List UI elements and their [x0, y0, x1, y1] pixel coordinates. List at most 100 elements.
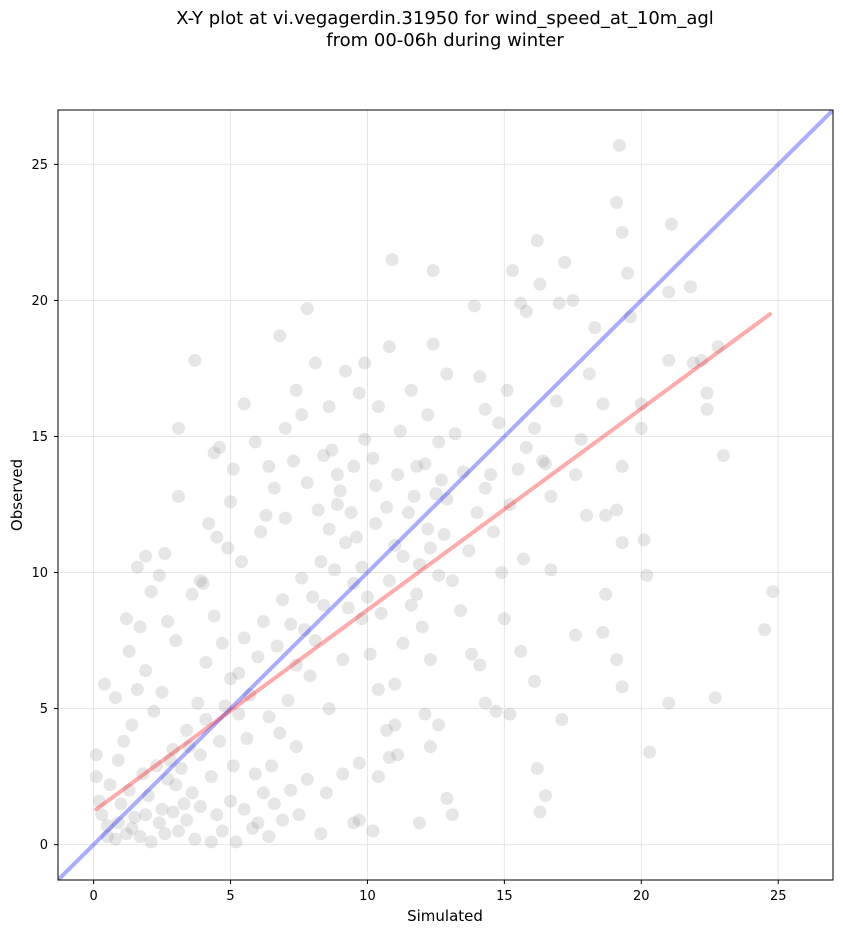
- data-point: [336, 653, 350, 667]
- data-point: [188, 832, 202, 846]
- data-point: [224, 495, 238, 509]
- data-point: [248, 767, 262, 781]
- identity-line: [58, 110, 833, 880]
- data-point: [284, 617, 298, 631]
- data-point: [470, 506, 484, 520]
- data-point: [549, 394, 563, 408]
- data-point: [716, 449, 730, 463]
- data-point: [544, 563, 558, 577]
- data-point: [569, 628, 583, 642]
- data-point: [273, 726, 287, 740]
- data-point: [226, 462, 240, 476]
- data-point: [265, 759, 279, 773]
- data-point: [500, 383, 514, 397]
- data-point: [300, 476, 314, 490]
- data-point: [467, 299, 481, 313]
- data-point: [610, 653, 624, 667]
- data-point: [158, 827, 172, 841]
- data-point: [215, 636, 229, 650]
- data-point: [89, 770, 103, 784]
- data-point: [478, 696, 492, 710]
- data-point: [396, 549, 410, 563]
- data-point: [360, 590, 374, 604]
- data-point: [314, 827, 328, 841]
- data-point: [182, 740, 196, 754]
- data-point: [119, 827, 133, 841]
- y-tick-label: 5: [40, 702, 48, 717]
- data-point: [366, 824, 380, 838]
- data-point: [232, 707, 246, 721]
- data-point: [295, 571, 309, 585]
- data-point: [437, 527, 451, 541]
- data-point: [317, 598, 331, 612]
- data-point: [503, 498, 517, 512]
- data-point: [599, 587, 613, 601]
- data-point: [147, 704, 161, 718]
- data-point: [366, 451, 380, 465]
- data-point: [289, 740, 303, 754]
- data-point: [111, 816, 125, 830]
- data-point: [358, 432, 372, 446]
- data-point: [297, 623, 311, 637]
- data-point: [155, 685, 169, 699]
- data-point: [111, 753, 125, 767]
- data-point: [98, 677, 112, 691]
- data-point: [519, 304, 533, 318]
- data-point: [536, 454, 550, 468]
- data-point: [369, 478, 383, 492]
- data-point: [347, 576, 361, 590]
- data-point: [497, 612, 511, 626]
- data-point: [180, 723, 194, 737]
- data-point: [136, 767, 150, 781]
- data-point: [388, 718, 402, 732]
- data-point: [615, 536, 629, 550]
- data-point: [196, 576, 210, 590]
- data-point: [621, 266, 635, 280]
- data-point: [237, 397, 251, 411]
- data-point: [347, 459, 361, 473]
- y-tick-label: 15: [31, 430, 48, 445]
- data-point: [415, 620, 429, 634]
- data-point: [204, 770, 218, 784]
- data-point: [352, 813, 366, 827]
- data-point: [615, 225, 629, 239]
- data-point: [226, 759, 240, 773]
- data-point: [133, 829, 147, 843]
- data-point: [144, 835, 158, 849]
- y-tick-label: 20: [31, 294, 48, 309]
- data-point: [615, 459, 629, 473]
- x-tick-label: 20: [633, 889, 650, 904]
- data-point: [662, 696, 676, 710]
- data-point: [402, 506, 416, 520]
- data-point: [199, 655, 213, 669]
- data-point: [371, 770, 385, 784]
- data-point: [612, 138, 626, 152]
- data-point: [152, 568, 166, 582]
- data-point: [530, 234, 544, 248]
- data-point: [643, 745, 657, 759]
- data-point: [473, 370, 487, 384]
- data-point: [637, 533, 651, 547]
- data-point: [634, 421, 648, 435]
- x-tick-label: 10: [359, 889, 376, 904]
- data-point: [533, 805, 547, 819]
- data-point: [503, 707, 517, 721]
- data-point: [339, 364, 353, 378]
- data-point: [292, 808, 306, 822]
- data-point: [369, 517, 383, 531]
- data-point: [580, 508, 594, 522]
- data-point: [412, 816, 426, 830]
- data-point: [281, 693, 295, 707]
- data-point: [254, 525, 268, 539]
- data-point: [224, 794, 238, 808]
- data-point: [538, 789, 552, 803]
- data-point: [423, 541, 437, 555]
- data-point: [333, 484, 347, 498]
- data-point: [358, 356, 372, 370]
- data-point: [256, 786, 270, 800]
- data-point: [566, 293, 580, 307]
- data-point: [308, 634, 322, 648]
- chart-title-line-2: from 00-06h during winter: [326, 30, 564, 51]
- data-point: [391, 468, 405, 482]
